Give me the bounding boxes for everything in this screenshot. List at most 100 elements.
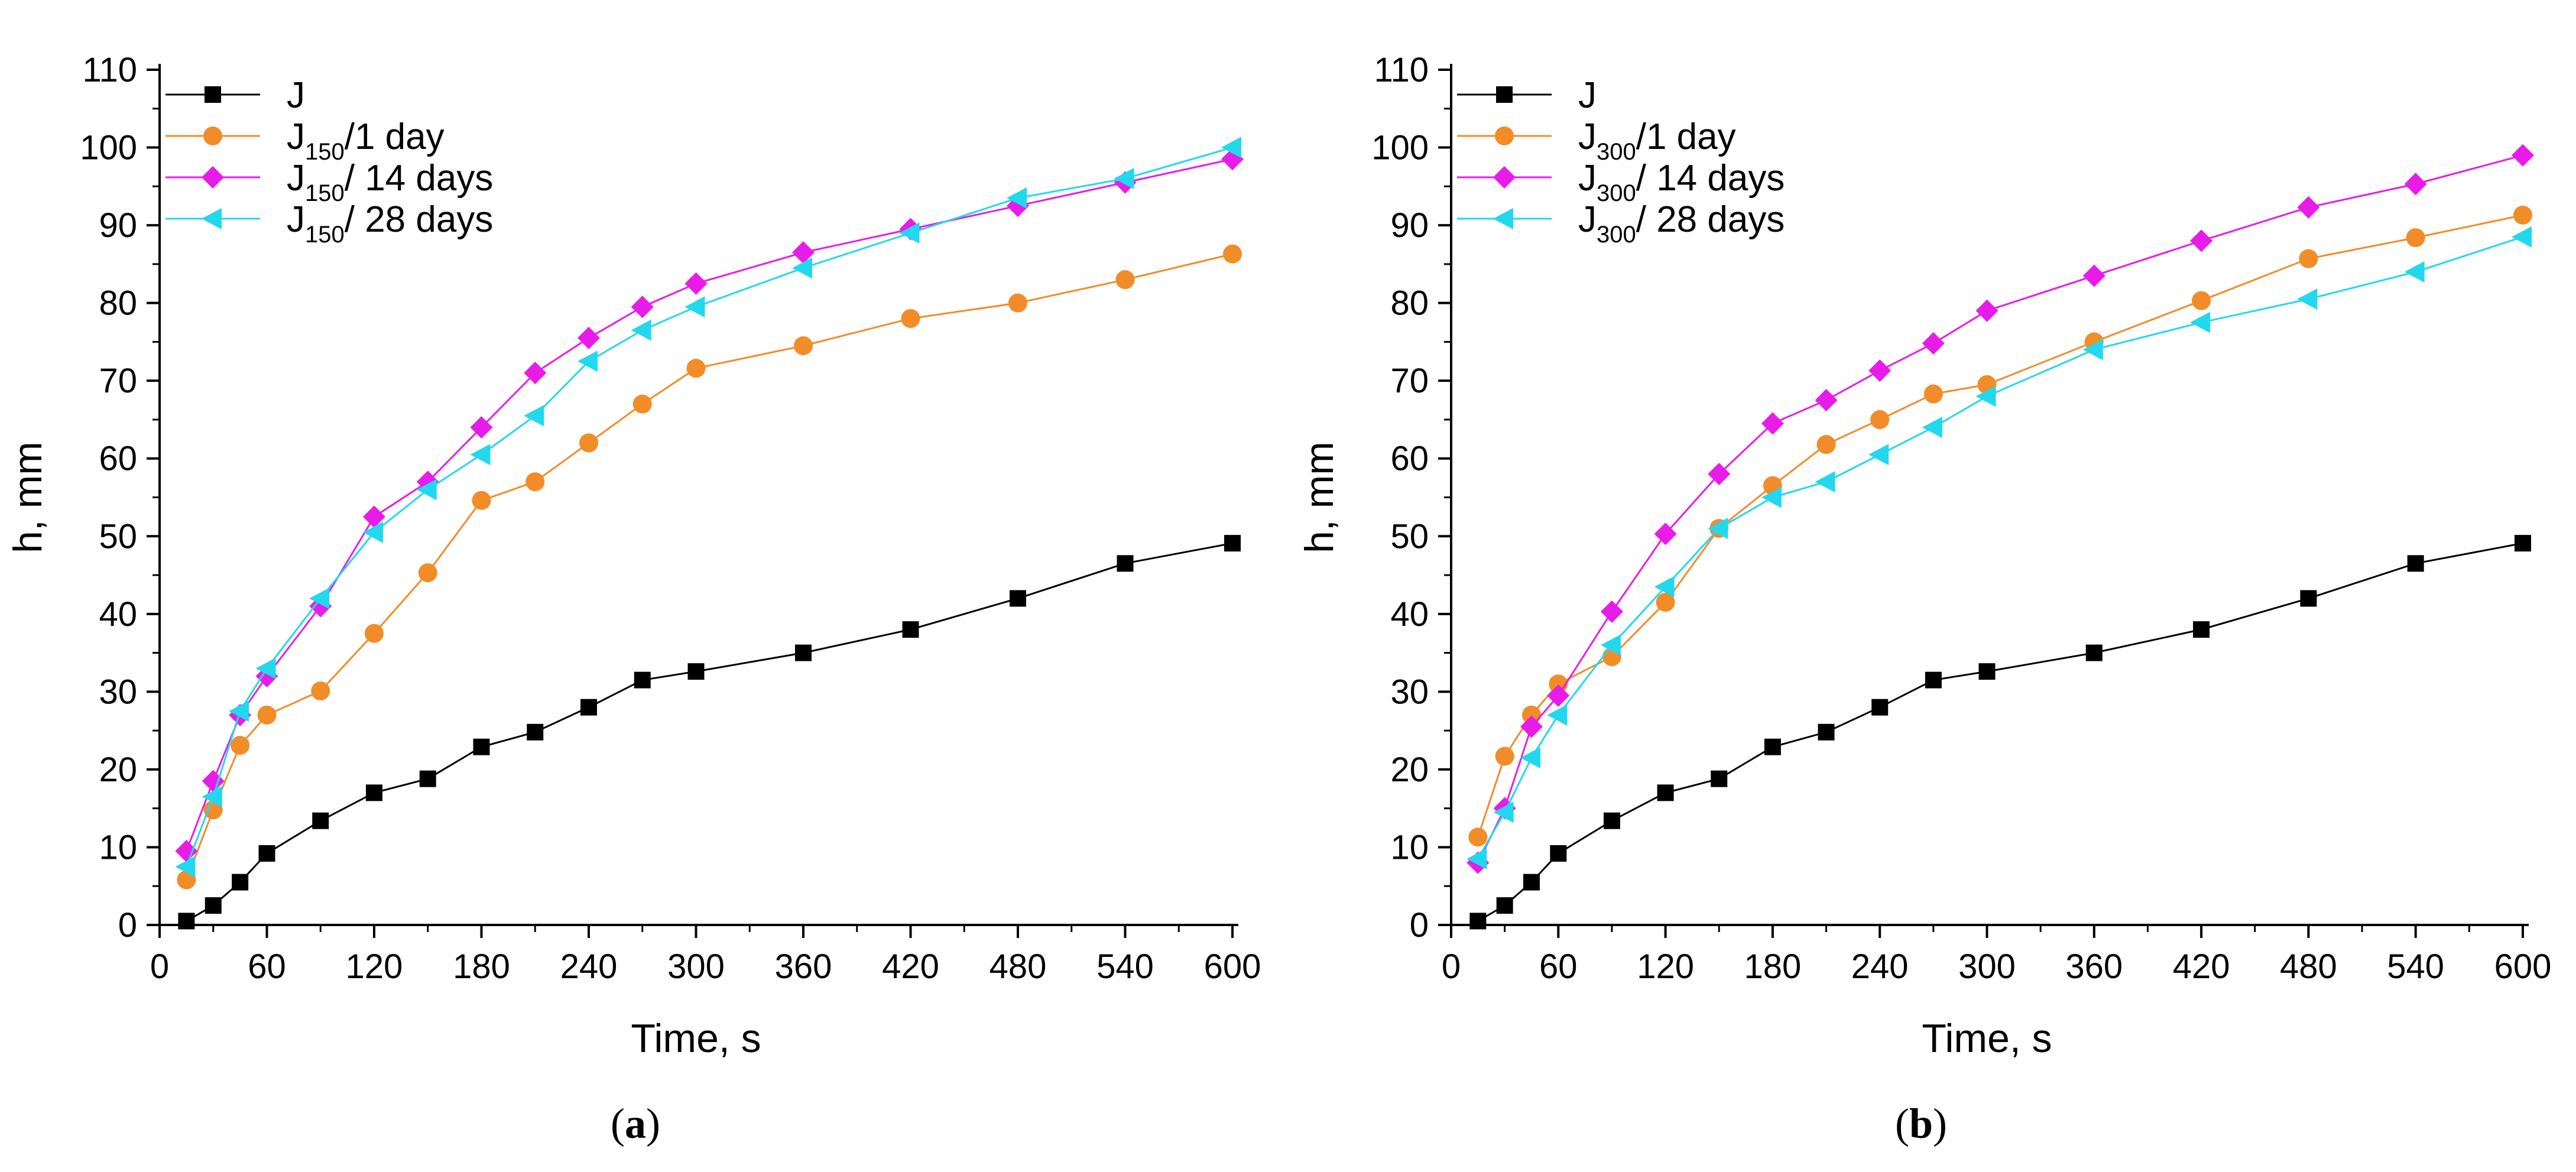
data-point xyxy=(1922,332,1945,355)
data-point xyxy=(2406,228,2425,248)
data-point xyxy=(473,738,490,755)
legend-label: J300/ 28 days xyxy=(1578,199,1785,248)
legend-label: J300/ 14 days xyxy=(1578,158,1785,206)
data-point xyxy=(311,681,330,701)
panel-label-letter: b xyxy=(1909,1100,1933,1147)
legend-label-base: J xyxy=(287,199,305,240)
y-tick-label: 110 xyxy=(1374,51,1429,89)
data-point xyxy=(1224,535,1241,552)
chart-panel-a: 0 60 120 180 240 300 360 420 480 540 600 0 10 20 30 40 5… xyxy=(5,51,1261,1147)
data-point xyxy=(2512,144,2534,167)
data-point xyxy=(418,563,437,583)
data-point xyxy=(1010,590,1026,607)
data-point xyxy=(1008,293,1027,313)
y-tick-label: 70 xyxy=(1390,362,1429,400)
data-point xyxy=(1656,593,1675,612)
x-tick-label: 60 xyxy=(1539,947,1578,986)
data-point xyxy=(1654,576,1675,598)
data-point xyxy=(203,800,223,820)
data-point xyxy=(634,671,651,689)
x-tick-label: 540 xyxy=(1096,947,1154,986)
chart-panel-b: 0 60 120 180 240 300 360 420 480 540 600 0 10 20 30 40 5… xyxy=(1297,51,2551,1147)
panel-label-letter: a xyxy=(625,1100,646,1147)
data-point xyxy=(1547,684,1570,707)
data-point xyxy=(178,913,195,930)
series-markers xyxy=(1467,226,2532,870)
y-tick-label: 80 xyxy=(1390,284,1429,323)
data-point xyxy=(2404,173,2427,196)
legend-marker xyxy=(1496,86,1513,103)
y-tick-label: 20 xyxy=(1390,751,1429,789)
data-point xyxy=(232,874,249,891)
data-point xyxy=(2085,644,2103,661)
data-point xyxy=(1007,187,1027,209)
data-point xyxy=(177,870,196,889)
data-point xyxy=(902,621,919,638)
data-point xyxy=(527,723,544,741)
data-point xyxy=(1600,634,1621,656)
data-point xyxy=(1520,747,1540,769)
panel-label: (a) xyxy=(611,1100,660,1147)
x-tick-label: 420 xyxy=(882,947,939,986)
data-point xyxy=(229,700,249,722)
y-tick-label: 60 xyxy=(99,440,137,478)
legend-label: J150/ 28 days xyxy=(287,199,493,248)
legend-label-base: J xyxy=(1578,158,1597,199)
data-point xyxy=(1521,705,1541,725)
data-point xyxy=(202,770,225,793)
legend-marker xyxy=(205,86,221,103)
legend-label: J xyxy=(287,75,305,116)
legend-label-base: J xyxy=(287,116,305,157)
series-markers xyxy=(177,244,1242,889)
legend-label-base: J xyxy=(1578,116,1597,157)
data-point xyxy=(2192,291,2211,310)
data-point xyxy=(794,336,813,355)
data-point xyxy=(419,770,436,787)
legend-label: J xyxy=(1578,75,1597,116)
legend-marker xyxy=(1493,166,1516,189)
data-point xyxy=(1603,812,1620,829)
data-point xyxy=(901,309,920,328)
panel-label-close: ) xyxy=(646,1100,660,1147)
y-tick-label: 0 xyxy=(1410,906,1429,944)
x-axis-title: Time, s xyxy=(1922,1016,2052,1061)
legend-label-subscript: 150 xyxy=(305,222,345,248)
data-point xyxy=(416,479,437,501)
y-tick-label: 100 xyxy=(1371,129,1429,167)
data-point xyxy=(1923,384,1943,404)
data-point xyxy=(470,444,491,466)
data-point xyxy=(1922,417,1942,439)
legend-label-subscript: 300 xyxy=(1597,180,1636,206)
y-tick-label: 40 xyxy=(1390,595,1429,634)
legend-label-rest: / 14 days xyxy=(1636,158,1785,199)
legend-label-rest: /1 day xyxy=(1636,116,1736,157)
data-point xyxy=(1496,897,1513,914)
data-point xyxy=(578,350,598,372)
data-point xyxy=(1815,471,1835,493)
legend-label-rest: / 28 days xyxy=(345,199,494,240)
legend-label-base: J xyxy=(1578,199,1597,240)
legend-label-base: J xyxy=(287,158,305,199)
x-tick-label: 240 xyxy=(1851,947,1909,986)
data-point xyxy=(1711,770,1728,787)
x-tick-label: 60 xyxy=(248,947,286,986)
y-axis-title: h, mm xyxy=(5,441,50,553)
data-point xyxy=(1764,738,1781,755)
y-tick-label: 80 xyxy=(99,284,137,323)
y-tick-label: 110 xyxy=(83,51,137,89)
y-tick-label: 0 xyxy=(118,906,137,944)
data-point xyxy=(258,845,275,862)
data-point xyxy=(175,840,198,863)
data-point xyxy=(366,784,382,801)
y-axis-title: h, mm xyxy=(1297,441,1342,553)
data-point xyxy=(792,257,812,279)
x-tick-label: 480 xyxy=(2280,947,2337,986)
data-point xyxy=(1547,704,1568,726)
data-point xyxy=(524,405,544,427)
x-tick-label: 300 xyxy=(667,947,725,986)
data-point xyxy=(631,296,654,319)
data-point xyxy=(1493,801,1514,823)
y-tick-label: 90 xyxy=(99,206,137,245)
y-tick-label: 30 xyxy=(99,673,137,711)
